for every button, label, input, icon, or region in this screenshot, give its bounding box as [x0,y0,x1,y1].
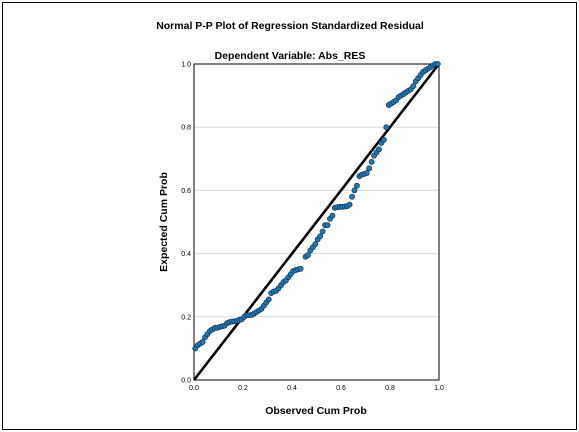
grid-lines [194,126,439,318]
data-point [380,136,387,143]
data-point [368,159,375,165]
x-tick-label: 1.0 [434,385,444,392]
data-point [410,83,417,90]
data-point [324,222,331,229]
data-points [192,61,441,352]
y-tick-label: 0.6 [181,188,191,195]
data-point [346,201,353,208]
tick-labels: 0.0 0.2 0.4 0.6 0.8 1.0 0.0 0.2 0.4 0.6 0.8 1.0 [181,62,444,393]
data-point [434,61,441,67]
chart-subtitle: Dependent Variable: Abs_RES [215,50,366,62]
chart-title: Normal P-P Plot of Regression Standardiz… [156,20,424,32]
y-tick-label: 0.8 [181,125,191,132]
data-point [297,265,304,272]
plot-area-border [193,63,440,381]
x-tick-label: 0.2 [238,385,248,392]
data-point [329,212,336,219]
y-axis-label: Expected Cum Prob [158,172,170,272]
data-point [349,193,355,200]
data-point [376,146,382,153]
y-tick-label: 0.2 [181,314,191,321]
data-point [354,182,360,189]
y-tick-label: 0.0 [181,378,191,385]
data-point [265,296,272,303]
x-tick-label: 0.6 [336,385,346,392]
y-tick-label: 1.0 [181,62,191,69]
x-axis-label: Observed Cum Prob [265,405,367,417]
data-point [317,233,324,240]
x-tick-label: 0.4 [287,385,297,392]
x-tick-label: 0.8 [385,385,395,392]
data-point [312,241,319,248]
reference-line [192,63,441,381]
data-point [366,165,373,172]
data-point [363,170,370,176]
data-point [351,187,358,194]
data-point [319,228,326,235]
data-point [305,252,311,259]
y-tick-label: 0.4 [181,251,191,258]
x-tick-label: 0.0 [189,385,199,392]
data-point [199,339,206,345]
data-point [383,124,390,131]
